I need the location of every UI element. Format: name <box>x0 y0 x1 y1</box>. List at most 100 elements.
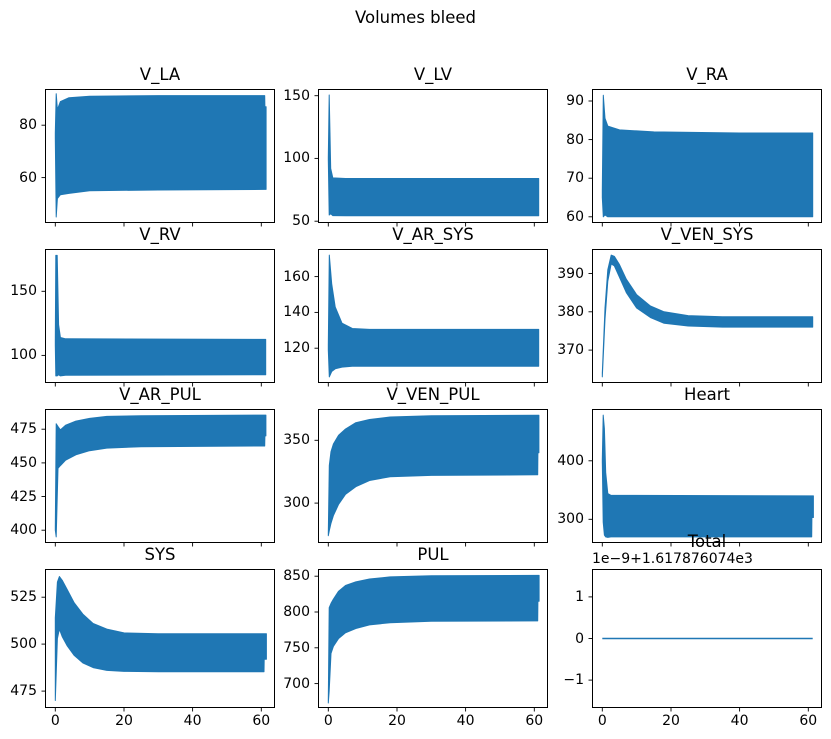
y-tick-label: 80 <box>566 131 584 148</box>
x-tick-label: 60 <box>799 713 818 729</box>
y-tick-label: 80 <box>19 117 37 134</box>
subplot-v-lv: V_LV 50 100 150 <box>283 65 548 229</box>
series-band <box>327 94 540 217</box>
y-tick-label: 390 <box>557 265 584 282</box>
subplot-v-la: V_LA 60 80 <box>19 65 275 227</box>
series-band <box>601 94 814 218</box>
axes-border <box>318 409 548 543</box>
subplot-v-ven-sys: V_VEN_SYS 370 380 390 <box>557 225 822 387</box>
subplot-title: V_RA <box>686 65 728 84</box>
y-tick-label: 300 <box>283 495 310 512</box>
plot-area <box>41 89 275 227</box>
y-tick-label: 500 <box>10 636 37 653</box>
x-tick-label: 20 <box>662 713 680 729</box>
y-tick-label: 70 <box>566 170 584 187</box>
subplot-title: SYS <box>144 545 176 564</box>
axes-border <box>45 249 275 383</box>
y-tick-label: 425 <box>10 488 37 505</box>
y-tick-label: 475 <box>10 683 37 700</box>
y-tick-label: 750 <box>283 639 310 656</box>
series-band <box>54 414 267 538</box>
plot-area <box>41 249 275 387</box>
subplot-title: V_RV <box>139 225 181 244</box>
subplot-title: V_AR_PUL <box>119 385 201 404</box>
axes-border <box>592 89 822 223</box>
y-tick-label: 300 <box>557 511 584 528</box>
x-tick-label: 0 <box>50 713 60 729</box>
axes-border <box>318 89 548 223</box>
axes-border <box>45 89 275 223</box>
axes-border <box>318 569 548 708</box>
y-tick-label: 450 <box>10 454 37 471</box>
y-tick-label: 90 <box>566 93 584 109</box>
axes-border <box>592 569 822 708</box>
subplot-total: Total 1e−9+1.617876074e3 −1 0 1 0 20 40 60 <box>563 532 822 729</box>
plot-area <box>314 409 548 547</box>
subplot-pul: PUL 700 750 800 850 0 20 40 60 <box>283 545 548 729</box>
x-tick-label: 20 <box>115 713 133 729</box>
x-tick-label: 0 <box>597 713 607 729</box>
y-tick-label: −1 <box>563 672 584 689</box>
subplot-title: V_LV <box>413 65 453 84</box>
plot-area <box>41 409 275 547</box>
plot-area <box>588 249 822 387</box>
plot-area <box>588 569 822 712</box>
axes-border <box>592 249 822 383</box>
subplot-title: Total <box>687 532 727 551</box>
subplot-title: V_AR_SYS <box>392 225 474 244</box>
series-band <box>54 254 267 377</box>
figure-title: Volumes bleed <box>354 8 477 27</box>
y-tick-label: 120 <box>283 340 310 357</box>
plot-area <box>314 89 548 227</box>
series-band <box>327 574 540 704</box>
x-tick-label: 40 <box>730 713 749 729</box>
plot-area <box>588 89 822 227</box>
y-tick-label: 380 <box>557 303 584 320</box>
subplot-title: PUL <box>417 545 449 564</box>
subplot-heart: Heart 300 400 <box>557 385 822 547</box>
series-band <box>54 576 267 701</box>
x-tick-label: 60 <box>252 713 271 729</box>
subplot-v-ra: V_RA 60 70 80 90 <box>566 65 822 227</box>
y-tick-label: 800 <box>283 604 310 620</box>
axes-border <box>592 409 822 543</box>
y-tick-label: 850 <box>283 568 310 585</box>
y-axis-offset-text: 1e−9+1.617876074e3 <box>592 551 753 567</box>
subplot-v-ven-pul: V_VEN_PUL 300 350 <box>283 385 548 547</box>
subplot-v-rv: V_RV 100 150 <box>10 225 275 387</box>
y-tick-label: 150 <box>283 87 310 104</box>
y-tick-label: 60 <box>19 169 37 186</box>
y-tick-label: 475 <box>10 421 37 438</box>
y-tick-label: 150 <box>10 283 37 300</box>
series-band <box>327 414 540 537</box>
series-band <box>54 93 267 218</box>
y-tick-label: 400 <box>557 452 584 469</box>
y-tick-label: 0 <box>575 630 584 647</box>
x-tick-label: 0 <box>323 713 333 729</box>
y-tick-label: 370 <box>557 342 584 359</box>
y-tick-label: 50 <box>292 213 310 230</box>
y-tick-label: 400 <box>10 522 37 539</box>
axes-border <box>318 249 548 383</box>
x-tick-label: 40 <box>456 713 475 729</box>
x-tick-label: 20 <box>388 713 406 729</box>
y-tick-label: 60 <box>566 208 584 225</box>
subplot-title: V_VEN_SYS <box>660 225 754 244</box>
y-tick-label: 700 <box>283 675 310 692</box>
subplot-v-ar-pul: V_AR_PUL 400 425 450 475 <box>10 385 275 547</box>
y-tick-label: 140 <box>283 304 310 321</box>
plot-area <box>314 249 548 387</box>
subplot-title: V_VEN_PUL <box>386 385 480 404</box>
x-tick-label: 60 <box>525 713 544 729</box>
subplot-title: Heart <box>684 385 730 404</box>
plot-area <box>314 569 548 712</box>
subplot-sys: SYS 475 500 525 0 20 40 60 <box>10 545 275 729</box>
y-tick-label: 525 <box>10 589 37 606</box>
subplot-title: V_LA <box>139 65 181 84</box>
series-band <box>327 254 540 378</box>
y-tick-label: 100 <box>283 150 310 167</box>
plot-area <box>588 409 822 547</box>
x-tick-label: 40 <box>183 713 202 729</box>
y-tick-label: 1 <box>575 588 584 605</box>
